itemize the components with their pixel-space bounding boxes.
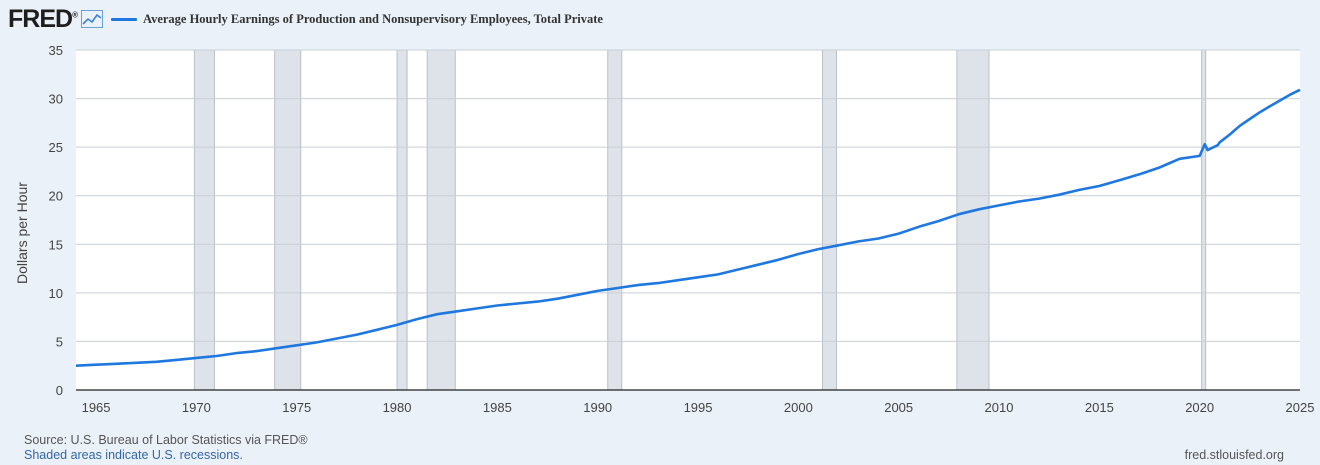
x-tick-label: 2010 bbox=[985, 400, 1014, 415]
y-tick-label: 10 bbox=[49, 286, 63, 301]
x-tick-label: 2025 bbox=[1286, 400, 1315, 415]
fred-logo-text: FRED bbox=[8, 4, 73, 33]
y-tick-label: 5 bbox=[56, 334, 63, 349]
plot-area bbox=[76, 50, 1300, 390]
site-url[interactable]: fred.stlouisfed.org bbox=[1184, 448, 1284, 462]
x-tick-label: 1980 bbox=[383, 400, 412, 415]
x-tick-label: 2005 bbox=[884, 400, 913, 415]
y-tick-label: 15 bbox=[49, 237, 63, 252]
recession-band bbox=[1201, 49, 1207, 391]
chart-line-icon bbox=[80, 10, 103, 28]
y-tick-label: 30 bbox=[49, 92, 63, 107]
recession-band bbox=[821, 49, 837, 391]
y-tick-label: 35 bbox=[49, 43, 63, 58]
chart-header: FRED® Average Hourly Earnings of Product… bbox=[8, 4, 603, 34]
series-line[interactable] bbox=[75, 88, 1301, 367]
y-axis-label: Dollars per Hour bbox=[14, 182, 30, 284]
source-note: Source: U.S. Bureau of Labor Statistics … bbox=[24, 433, 308, 447]
footer-notes: Source: U.S. Bureau of Labor Statistics … bbox=[24, 433, 308, 463]
x-tick-label: 1990 bbox=[583, 400, 612, 415]
y-tick-label: 0 bbox=[56, 383, 63, 398]
x-tick-label: 1970 bbox=[182, 400, 211, 415]
recession-note[interactable]: Shaded areas indicate U.S. recessions. bbox=[24, 448, 243, 462]
x-tick-label: 1975 bbox=[282, 400, 311, 415]
x-tick-label: 1985 bbox=[483, 400, 512, 415]
recession-band bbox=[274, 49, 302, 391]
fred-logo-mark: ® bbox=[72, 10, 78, 20]
recession-band bbox=[607, 49, 623, 391]
recession-band bbox=[193, 49, 215, 391]
legend-swatch bbox=[110, 17, 137, 21]
recession-band bbox=[426, 49, 456, 391]
y-tick-label: 20 bbox=[49, 189, 63, 204]
recession-band bbox=[956, 49, 990, 391]
x-tick-label: 2000 bbox=[784, 400, 813, 415]
x-tick-label: 1965 bbox=[82, 400, 111, 415]
x-tick-label: 2015 bbox=[1085, 400, 1114, 415]
x-tick-label: 2020 bbox=[1185, 400, 1214, 415]
x-tick-label: 1995 bbox=[684, 400, 713, 415]
recession-band bbox=[396, 49, 408, 391]
fred-logo[interactable]: FRED® bbox=[8, 4, 78, 34]
y-tick-label: 25 bbox=[49, 140, 63, 155]
legend-label[interactable]: Average Hourly Earnings of Production an… bbox=[142, 11, 603, 26]
